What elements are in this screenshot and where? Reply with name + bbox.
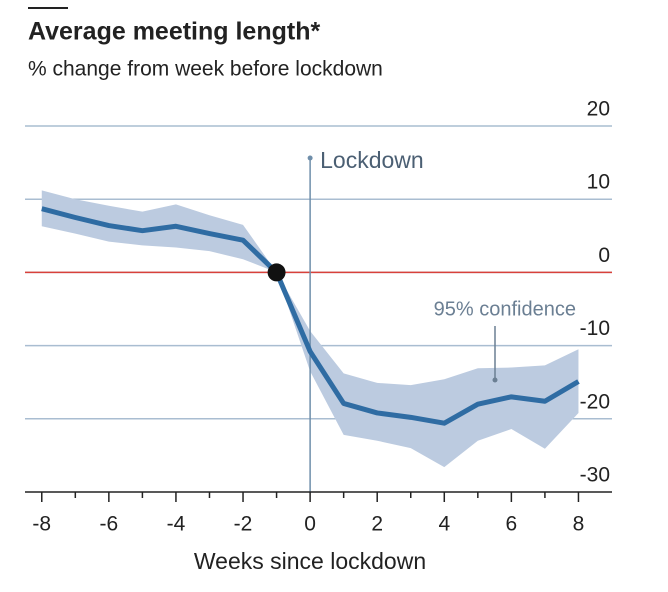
- confidence-band: [41, 190, 579, 468]
- x-tick-label: -6: [100, 513, 119, 536]
- x-tick-label: 0: [304, 513, 316, 536]
- x-tick-label: 6: [506, 513, 518, 536]
- x-tick-label: -8: [32, 513, 51, 536]
- x-tick-label: 2: [371, 513, 383, 536]
- x-tick-label: 4: [438, 513, 450, 536]
- lockdown-dot: [307, 155, 313, 161]
- annotation: 95% confidence: [434, 298, 576, 320]
- x-tick-label: -2: [234, 513, 253, 536]
- annotation-dot: [492, 377, 498, 383]
- x-tick-label: 8: [573, 513, 585, 536]
- annotation: Lockdown: [320, 147, 424, 173]
- y-tick-label: -30: [580, 464, 610, 487]
- y-tick-label: -20: [580, 390, 610, 413]
- chart-title: Average meeting length*: [28, 18, 320, 46]
- y-tick-label: 10: [587, 171, 610, 194]
- y-tick-label: 20: [587, 98, 610, 121]
- x-tick-label: -4: [167, 513, 186, 536]
- chart-subtitle: % change from week before lockdown: [28, 58, 383, 81]
- x-axis-label: Weeks since lockdown: [194, 548, 426, 574]
- series-line: [41, 206, 580, 426]
- y-tick-label: -10: [580, 317, 610, 340]
- y-tick-label: 0: [598, 244, 610, 267]
- reference-point: [267, 263, 286, 282]
